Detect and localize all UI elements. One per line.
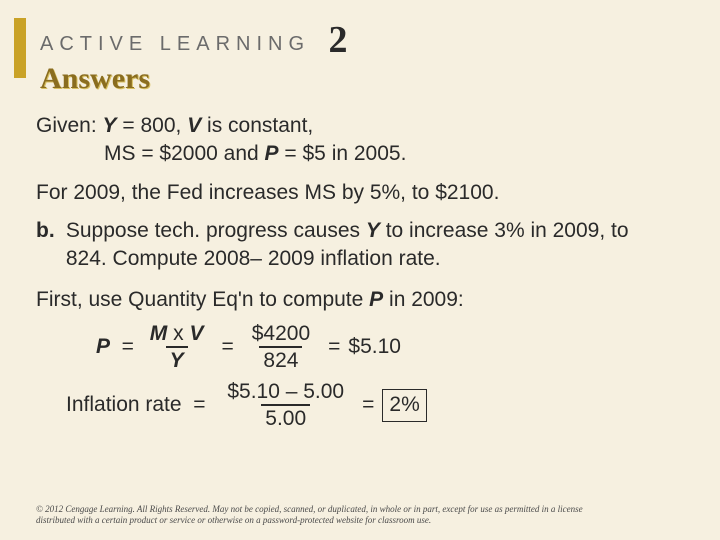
eq1-num1: M x V	[146, 322, 208, 346]
given-line1: Given: Y = 800, V is constant,	[36, 112, 684, 140]
lesson-number: 2	[329, 18, 348, 62]
given-block: Given: Y = 800, V is constant, MS = $200…	[36, 112, 684, 169]
eq1-rhs: $5.10	[348, 333, 401, 361]
header: ACTIVE LEARNING 2 Answers	[0, 0, 720, 106]
copyright: © 2012 Cengage Learning. All Rights Rese…	[36, 504, 596, 527]
eq2-num: $5.10 – 5.00	[223, 380, 348, 404]
first-p: P	[369, 288, 383, 311]
var-p: P	[265, 142, 279, 165]
first-line: First, use Quantity Eq'n to compute P in…	[36, 286, 684, 314]
eq2-label: Inflation rate =	[66, 391, 211, 419]
equation-2: Inflation rate = $5.10 – 5.00 5.00 = 2%	[36, 380, 684, 430]
page-title: Answers	[40, 62, 720, 96]
eq1-lhs-eq: =	[110, 333, 140, 361]
eq1-m: M	[150, 322, 168, 345]
for-2009: For 2009, the Fed increases MS by 5%, to…	[36, 179, 684, 207]
given-line2: MS = $2000 and P = $5 in 2005.	[36, 140, 684, 168]
given2-pre: MS = $2000 and	[104, 142, 265, 165]
eq1-frac1: M x V Y	[146, 322, 208, 372]
header-line1: ACTIVE LEARNING 2	[40, 18, 720, 62]
eq2-frac: $5.10 – 5.00 5.00	[223, 380, 348, 430]
partb-y: Y	[366, 219, 380, 242]
eq1-frac2: $4200 824	[248, 322, 314, 372]
part-b: b. Suppose tech. progress causes Y to in…	[36, 217, 684, 274]
kicker: ACTIVE LEARNING	[40, 33, 310, 56]
eq1-eq2: =	[221, 333, 233, 361]
eq1-v: V	[189, 322, 203, 345]
eq2-den: 5.00	[261, 404, 310, 430]
eq1-num2: $4200	[248, 322, 314, 346]
var-y: Y	[103, 114, 117, 137]
given-pre: Given:	[36, 114, 103, 137]
given-post: is constant,	[201, 114, 313, 137]
given-mid: = 800,	[117, 114, 188, 137]
accent-bar	[14, 18, 26, 78]
partb-pre: Suppose tech. progress causes	[66, 219, 366, 242]
eq1-lhs-p: P	[96, 333, 110, 361]
part-b-label: b.	[36, 217, 60, 245]
var-v: V	[187, 114, 201, 137]
part-b-body: Suppose tech. progress causes Y to incre…	[66, 217, 666, 274]
eq1-eq3: =	[328, 333, 340, 361]
content: Given: Y = 800, V is constant, MS = $200…	[0, 106, 720, 430]
eq1-x: x	[167, 322, 189, 345]
eq1-row: P = M x V Y = $4200 824 = $5.10	[96, 322, 684, 372]
eq2-eq: =	[362, 391, 374, 419]
given2-post: = $5 in 2005.	[279, 142, 407, 165]
equation-1: P = M x V Y = $4200 824 = $5.10	[36, 322, 684, 372]
first-post: in 2009:	[383, 288, 464, 311]
eq1-den-y: Y	[166, 346, 188, 372]
first-pre: First, use Quantity Eq'n to compute	[36, 288, 369, 311]
eq2-result: 2%	[382, 389, 426, 421]
eq1-den2: 824	[259, 346, 302, 372]
